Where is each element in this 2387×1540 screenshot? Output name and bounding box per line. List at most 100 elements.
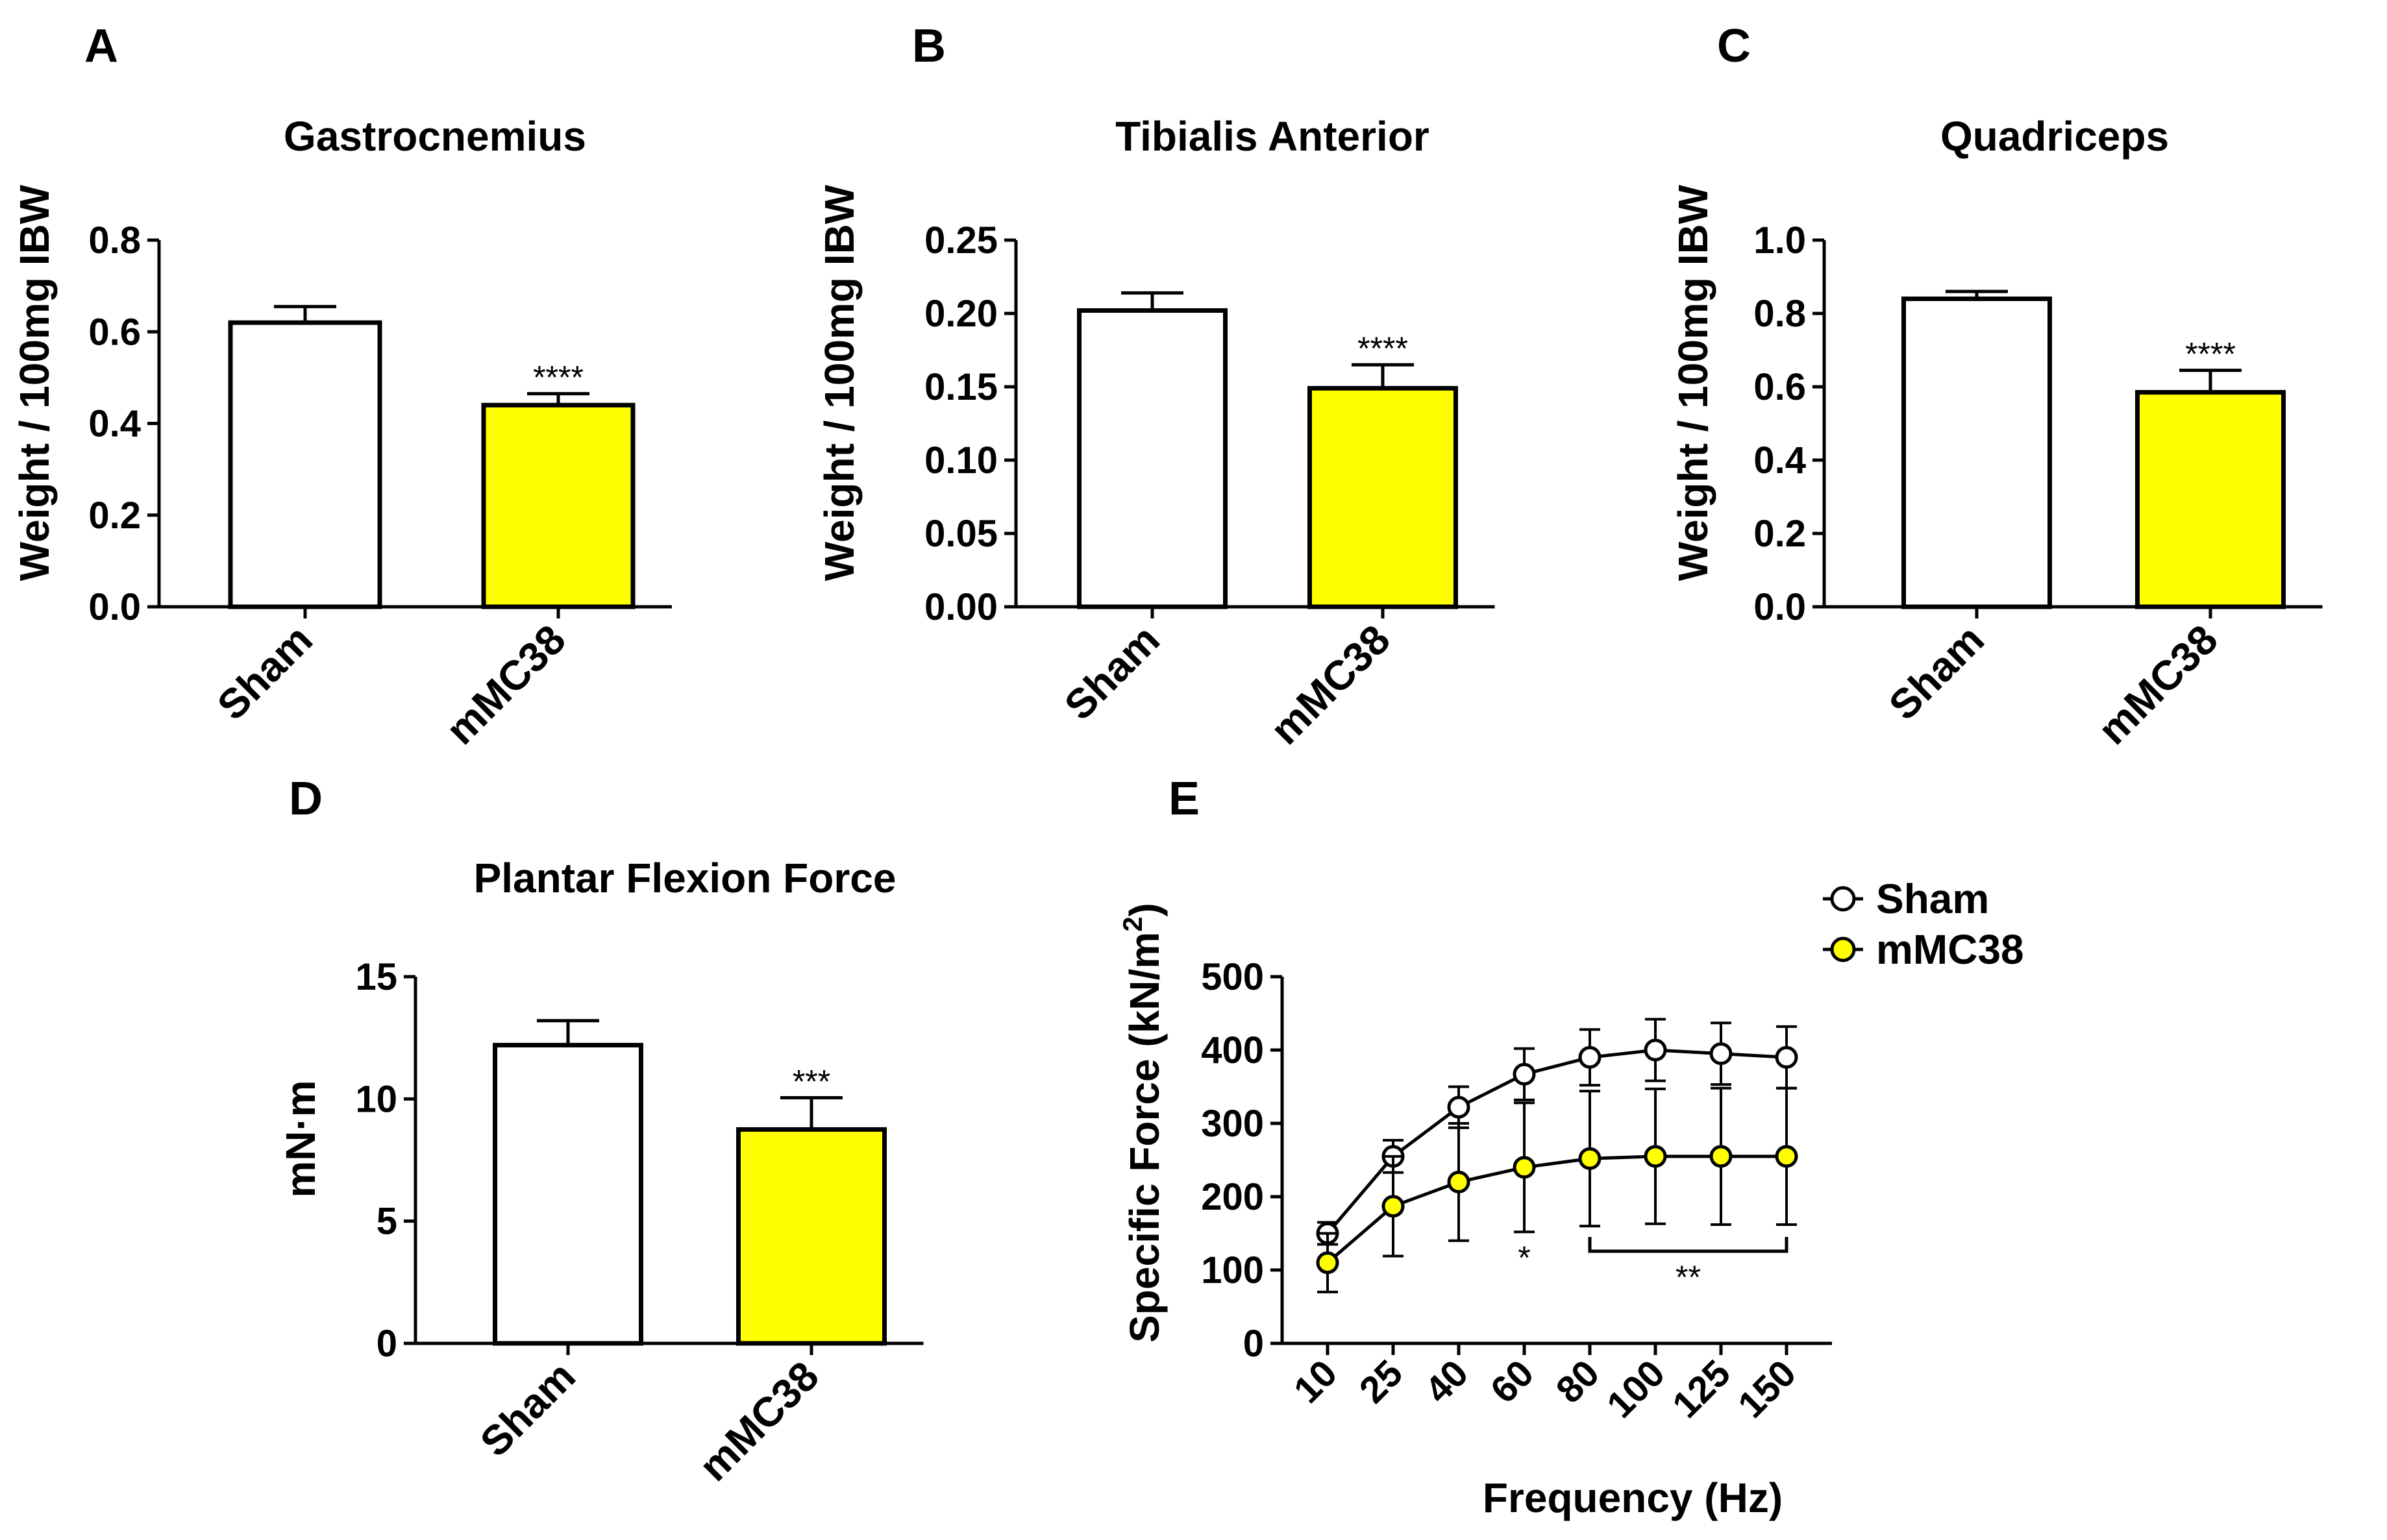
point-e-sham-125 <box>1709 1042 1733 1066</box>
bar-b-sham <box>1077 308 1228 609</box>
bar-b-mmc38 <box>1307 385 1458 609</box>
x-tick-label-a-mmc38: mMC38 <box>437 616 575 753</box>
significance-e-bracket-label: ** <box>1676 1259 1701 1295</box>
y-tick-label-e-0: 0 <box>1243 1323 1264 1365</box>
x-tick-label-b-mmc38: mMC38 <box>1261 616 1399 753</box>
point-e-sham-40 <box>1447 1095 1470 1119</box>
y-axis-title-a: Weight / 100mg IBW <box>11 184 58 581</box>
y-axis-title-e-sup: 2 <box>1117 916 1148 931</box>
y-axis-title-e-end: ) <box>1121 903 1168 916</box>
y-tick-label-c-4: 0.8 <box>1753 293 1806 335</box>
point-e-mmc38-125 <box>1709 1145 1733 1168</box>
legend-marker-mmc38 <box>1830 936 1856 962</box>
x-tick-label-e-100: 100 <box>1599 1352 1673 1426</box>
y-tick-label-e-3: 300 <box>1201 1103 1264 1145</box>
y-tick-label-b-1: 0.05 <box>924 513 998 555</box>
panel-label-b: B <box>912 20 946 72</box>
x-tick-label-c-sham: Sham <box>1880 616 1993 729</box>
x-tick-label-d-mmc38: mMC38 <box>690 1352 828 1490</box>
x-tick-label-c-mmc38: mMC38 <box>2089 616 2227 753</box>
x-tick-label-b-sham: Sham <box>1056 616 1169 729</box>
y-tick-label-a-2: 0.4 <box>88 403 141 445</box>
point-e-mmc38-80 <box>1578 1147 1602 1170</box>
y-tick-label-d-0: 0 <box>377 1323 397 1365</box>
legend: Sham mMC38 <box>1823 875 2024 973</box>
panel-d-plantar-flexion-force: D Plantar Flexion Force mN·m *** Sham mMC… <box>277 773 924 1490</box>
significance-bracket-e <box>1588 1237 1788 1253</box>
point-e-sham-100 <box>1644 1038 1667 1062</box>
x-tick-label-e-10: 10 <box>1286 1352 1346 1412</box>
bar-a-sham <box>228 320 382 609</box>
significance-b-mmc38: **** <box>1357 330 1408 367</box>
series-mmc38 <box>1316 1086 1798 1293</box>
legend-label-sham: Sham <box>1876 875 1989 922</box>
chart-title-d: Plantar Flexion Force <box>474 855 897 901</box>
bar-d-mmc38 <box>736 1127 887 1346</box>
point-e-sham-60 <box>1513 1062 1536 1086</box>
y-tick-label-c-0: 0.0 <box>1753 586 1806 628</box>
x-tick-label-e-80: 80 <box>1548 1352 1608 1412</box>
panel-label-e: E <box>1169 773 1200 825</box>
y-tick-label-c-2: 0.4 <box>1753 439 1806 482</box>
chart-title-b: Tibialis Anterior <box>1115 113 1429 160</box>
y-tick-label-b-4: 0.20 <box>924 293 998 335</box>
x-tick-label-e-125: 125 <box>1664 1352 1738 1426</box>
point-e-mmc38-60 <box>1513 1156 1536 1179</box>
panel-a-gastrocnemius: A Gastrocnemius Weight / 100mg IBW **** … <box>11 20 672 753</box>
x-tick-label-d-sham: Sham <box>471 1352 584 1465</box>
panel-label-a: A <box>84 20 118 72</box>
y-tick-label-c-1: 0.2 <box>1753 513 1806 555</box>
y-tick-label-b-0: 0.00 <box>924 586 998 628</box>
chart-title-c: Quadriceps <box>1940 113 2169 160</box>
x-tick-label-e-25: 25 <box>1352 1352 1411 1412</box>
bar-d-sham <box>493 1042 643 1346</box>
legend-label-mmc38: mMC38 <box>1876 926 2024 973</box>
x-tick-label-e-150: 150 <box>1730 1352 1804 1426</box>
y-tick-label-d-2: 10 <box>355 1078 397 1120</box>
point-e-mmc38-100 <box>1644 1145 1667 1168</box>
point-e-mmc38-10 <box>1316 1251 1339 1275</box>
y-axis-title-c: Weight / 100mg IBW <box>1670 184 1716 581</box>
y-tick-label-c-3: 0.6 <box>1753 366 1806 408</box>
y-tick-label-e-5: 500 <box>1201 956 1264 998</box>
bar-c-sham <box>1901 296 2052 609</box>
series-sham <box>1316 1018 1798 1246</box>
y-tick-label-e-4: 400 <box>1201 1029 1264 1071</box>
y-axis-title-e: Specific Force (kN/m2) <box>1117 903 1168 1343</box>
point-e-sham-150 <box>1775 1045 1798 1069</box>
x-tick-label-a-sham: Sham <box>208 616 321 729</box>
point-e-mmc38-150 <box>1775 1145 1798 1168</box>
significance-c-mmc38: **** <box>2185 336 2236 373</box>
significance-e-single-star: * <box>1518 1240 1530 1276</box>
point-e-mmc38-25 <box>1381 1195 1405 1218</box>
x-tick-label-e-40: 40 <box>1417 1352 1477 1412</box>
significance-d-mmc38: *** <box>793 1063 830 1099</box>
y-tick-label-d-1: 5 <box>377 1201 397 1243</box>
chart-title-a: Gastrocnemius <box>284 113 586 160</box>
legend-marker-sham <box>1830 886 1856 912</box>
panel-e-specific-force: E Specific Force (kN/m2) Frequency (Hz) … <box>1117 773 2024 1521</box>
significance-a-mmc38: **** <box>533 360 584 396</box>
x-tick-label-e-60: 60 <box>1483 1352 1542 1412</box>
y-axis-title-b: Weight / 100mg IBW <box>816 184 863 581</box>
point-e-mmc38-40 <box>1447 1170 1470 1193</box>
panel-b-tibialis-anterior: B Tibialis Anterior Weight / 100mg IBW *… <box>816 20 1495 753</box>
y-axis-title-d: mN·m <box>277 1080 324 1197</box>
y-tick-label-b-3: 0.15 <box>924 366 998 408</box>
y-tick-label-a-4: 0.8 <box>88 219 141 262</box>
panel-label-d: D <box>289 773 323 825</box>
y-tick-label-a-3: 0.6 <box>88 311 141 353</box>
bar-a-mmc38 <box>481 402 636 609</box>
y-tick-label-a-0: 0.0 <box>88 586 141 628</box>
y-tick-label-e-2: 200 <box>1201 1176 1264 1218</box>
panel-label-c: C <box>1717 20 1751 72</box>
x-axis-title-e: Frequency (Hz) <box>1483 1474 1783 1521</box>
y-tick-label-c-5: 1.0 <box>1753 219 1806 262</box>
y-tick-label-b-2: 0.10 <box>924 439 998 482</box>
y-axis-title-e-main: Specific Force (kN/m <box>1121 932 1168 1343</box>
panel-c-quadriceps: C Quadriceps Weight / 100mg IBW **** Sha… <box>1670 20 2323 753</box>
y-tick-label-b-5: 0.25 <box>924 219 998 262</box>
y-tick-label-d-3: 15 <box>355 956 397 998</box>
point-e-sham-80 <box>1578 1045 1602 1069</box>
